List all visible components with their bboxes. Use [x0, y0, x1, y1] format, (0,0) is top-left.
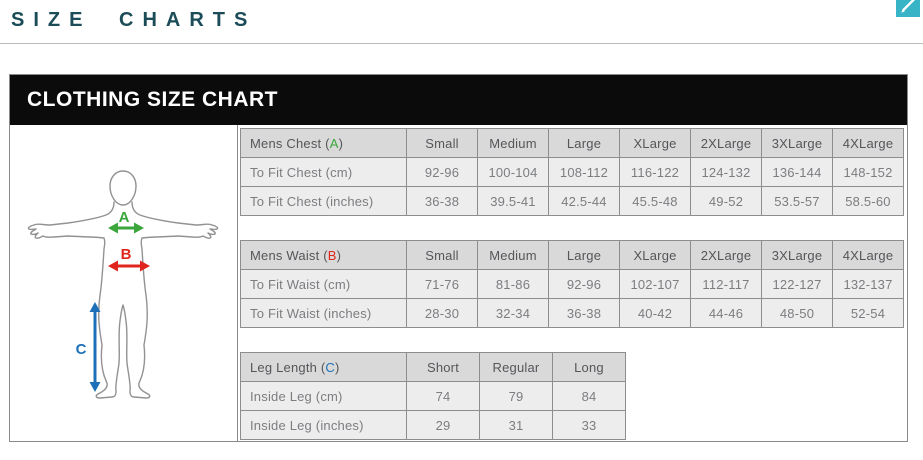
measure-marker: A	[329, 135, 339, 151]
size-table-leg-length: Leg Length (C) Short Regular Long Inside Leg…	[240, 352, 626, 440]
size-value: 71-76	[406, 269, 478, 299]
clothing-size-chart-panel: CLOTHING SIZE CHART A B	[9, 74, 908, 442]
size-value: 32-34	[477, 298, 549, 328]
size-value: 74	[406, 381, 480, 411]
column-header: Long	[552, 352, 626, 382]
size-value: 108-112	[548, 157, 620, 187]
waist-arrow-icon: B	[108, 246, 150, 272]
column-header: Medium	[477, 128, 549, 158]
size-value: 28-30	[406, 298, 478, 328]
column-header: Short	[406, 352, 480, 382]
leg-arrow-icon: C	[76, 302, 101, 392]
leg-label: C	[76, 341, 87, 358]
column-header: Small	[406, 240, 478, 270]
edit-button[interactable]	[896, 0, 920, 17]
row-label: To Fit Waist (inches)	[240, 298, 407, 328]
column-header: 2XLarge	[690, 128, 762, 158]
size-table-mens-chest: Mens Chest (A) Small Medium Large XLarge 2XLa…	[240, 128, 904, 216]
tables-area: Mens Chest (A) Small Medium Large XLarge 2XLa…	[238, 125, 907, 441]
row-label: Inside Leg (cm)	[240, 381, 407, 411]
column-header: XLarge	[619, 240, 691, 270]
size-value: 36-38	[406, 186, 478, 216]
size-value: 48-50	[761, 298, 833, 328]
row-label: To Fit Chest (cm)	[240, 157, 407, 187]
table-title-text: )	[338, 135, 344, 151]
size-value: 116-122	[619, 157, 691, 187]
table-title-text: )	[336, 247, 342, 263]
table-title-text: Mens Waist (	[250, 247, 328, 263]
column-header: 3XLarge	[761, 128, 833, 158]
column-header: Regular	[479, 352, 553, 382]
table-title-cell: Mens Waist (B)	[240, 240, 407, 270]
size-value: 33	[552, 410, 626, 440]
size-value: 79	[479, 381, 553, 411]
column-header: 2XLarge	[690, 240, 762, 270]
size-value: 42.5-44	[548, 186, 620, 216]
size-value: 44-46	[690, 298, 762, 328]
size-value: 29	[406, 410, 480, 440]
size-value: 136-144	[761, 157, 833, 187]
table-row: Inside Leg (inches) 29 31 33	[240, 410, 626, 440]
column-header: Large	[548, 240, 620, 270]
size-value: 58.5-60	[832, 186, 904, 216]
chest-label: A	[119, 209, 130, 226]
size-value: 84	[552, 381, 626, 411]
table-title-text: Leg Length (	[250, 359, 326, 375]
table-row: To Fit Waist (inches) 28-30 32-34 36-38 40-4…	[240, 298, 904, 328]
table-row: To Fit Chest (cm) 92-96 100-104 108-112 116-…	[240, 157, 904, 187]
row-label: Inside Leg (inches)	[240, 410, 407, 440]
size-value: 132-137	[832, 269, 904, 299]
body-outline	[27, 170, 219, 399]
size-value: 81-86	[477, 269, 549, 299]
table-row: To Fit Chest (inches) 36-38 39.5-41 42.5-44…	[240, 186, 904, 216]
panel-body: A B C	[10, 125, 907, 441]
column-header: XLarge	[619, 128, 691, 158]
table-title-text: Mens Chest (	[250, 135, 330, 151]
size-value: 45.5-48	[619, 186, 691, 216]
size-value: 122-127	[761, 269, 833, 299]
table-title-text: )	[335, 359, 340, 375]
size-value: 36-38	[548, 298, 620, 328]
size-value: 124-132	[690, 157, 762, 187]
measure-marker: B	[327, 247, 337, 263]
chest-arrow-icon: A	[108, 209, 144, 234]
size-value: 40-42	[619, 298, 691, 328]
body-diagram: A B C	[10, 125, 238, 441]
size-value: 92-96	[406, 157, 478, 187]
size-value: 92-96	[548, 269, 620, 299]
table-title-cell: Mens Chest (A)	[240, 128, 407, 158]
size-value: 31	[479, 410, 553, 440]
column-header: 4XLarge	[832, 240, 904, 270]
column-header: Large	[548, 128, 620, 158]
page-title: SIZE CHARTS	[11, 9, 257, 31]
column-header: Small	[406, 128, 478, 158]
row-label: To Fit Chest (inches)	[240, 186, 407, 216]
table-title-cell: Leg Length (C)	[240, 352, 407, 382]
size-value: 102-107	[619, 269, 691, 299]
waist-label: B	[121, 246, 132, 263]
row-label: To Fit Waist (cm)	[240, 269, 407, 299]
table-row: To Fit Waist (cm) 71-76 81-86 92-96 102-107 1…	[240, 269, 904, 299]
divider	[0, 43, 923, 44]
panel-title: CLOTHING SIZE CHART	[27, 88, 278, 111]
column-header: Medium	[477, 240, 549, 270]
table-row: Inside Leg (cm) 74 79 84	[240, 381, 626, 411]
panel-header: CLOTHING SIZE CHART	[10, 75, 907, 125]
size-value: 52-54	[832, 298, 904, 328]
size-value: 148-152	[832, 157, 904, 187]
column-header: 3XLarge	[761, 240, 833, 270]
measure-marker: C	[325, 359, 335, 375]
size-value: 39.5-41	[477, 186, 549, 216]
size-value: 112-117	[690, 269, 762, 299]
size-table-mens-waist: Mens Waist (B) Small Medium Large XLarge 2XLa…	[240, 240, 904, 328]
pencil-icon	[896, 0, 920, 17]
column-header: 4XLarge	[832, 128, 904, 158]
size-value: 100-104	[477, 157, 549, 187]
size-value: 53.5-57	[761, 186, 833, 216]
size-value: 49-52	[690, 186, 762, 216]
